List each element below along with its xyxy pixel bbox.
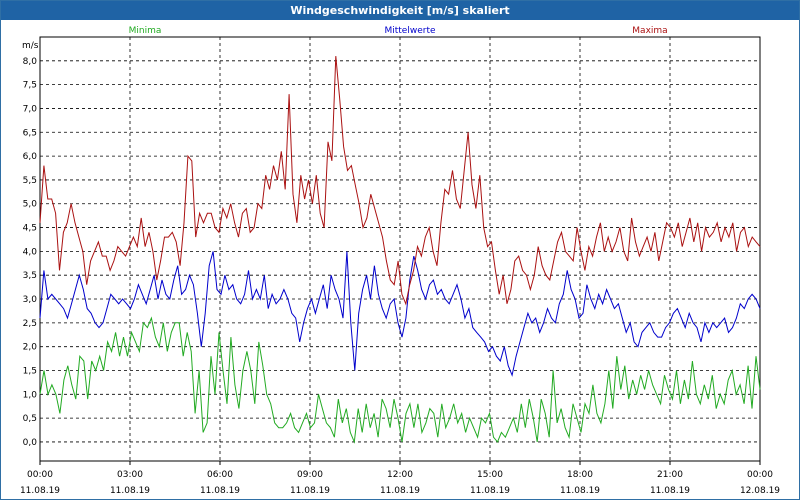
series-line-maxima (39, 56, 761, 306)
y-tick-label: 4,0 (23, 247, 38, 257)
y-tick-label: 7,5 (23, 81, 37, 91)
y-tick-label: 2,5 (23, 319, 37, 329)
x-tick-time: 12:00 (387, 470, 413, 480)
y-tick-label: 4,5 (23, 224, 37, 234)
series-lines (39, 56, 761, 444)
y-tick-label: 3,0 (23, 295, 38, 305)
x-tick-date: 12.08.19 (740, 486, 780, 496)
x-tick-time: 09:00 (297, 470, 323, 480)
x-tick-date: 11.08.19 (200, 486, 240, 496)
x-tick-date: 11.08.19 (110, 486, 150, 496)
y-tick-label: 2,0 (23, 343, 38, 353)
x-tick-time: 18:00 (567, 470, 593, 480)
chart-title: Windgeschwindigkeit [m/s] skaliert (1, 1, 799, 20)
x-tick-date: 11.08.19 (560, 486, 600, 496)
y-tick-label: 1,0 (23, 390, 38, 400)
x-axis-ticks: 00:00 11.08.19 03:00 11.08.19 06:00 11.08.19 0… (20, 461, 780, 496)
y-tick-label: 0,5 (23, 414, 37, 424)
y-tick-label: 1,5 (23, 366, 37, 376)
x-tick-date: 11.08.19 (380, 486, 420, 496)
x-tick-time: 06:00 (207, 470, 233, 480)
legend-entry-maxima: Maxima (632, 26, 667, 36)
y-tick-label: 8,0 (23, 57, 38, 67)
y-tick-label: 5,5 (23, 176, 37, 186)
x-tick-date: 11.08.19 (20, 486, 60, 496)
y-axis-label: m/s (22, 41, 39, 51)
legend-entry-mittelwerte: Mittelwerte (384, 26, 435, 36)
x-tick-time: 21:00 (657, 470, 683, 480)
x-tick-time: 03:00 (117, 470, 143, 480)
x-tick-time: 15:00 (477, 470, 503, 480)
y-tick-label: 3,5 (23, 271, 37, 281)
series-line-mittelwerte (39, 251, 761, 377)
y-tick-label: 7,0 (23, 104, 38, 114)
x-tick-date: 11.08.19 (290, 486, 330, 496)
x-tick-date: 11.08.19 (470, 486, 510, 496)
y-tick-label: 0,0 (23, 438, 38, 448)
x-tick-time: 00:00 (27, 470, 53, 480)
y-tick-label: 6,0 (23, 152, 38, 162)
x-tick-time: 00:00 (747, 470, 773, 480)
series-line-minima (39, 316, 761, 444)
x-tick-date: 11.08.19 (650, 486, 690, 496)
legend-entry-minima: Minima (129, 26, 162, 36)
y-tick-label: 6,5 (23, 128, 37, 138)
legend: Minima Mittelwerte Maxima (129, 26, 668, 36)
grid-lines (40, 37, 760, 461)
y-tick-label: 5,0 (23, 200, 38, 210)
y-axis-ticks: 0,0 0,5 1,0 1,5 2,0 2,5 3,0 3,5 4,0 4,5 5,0 5,5 6,0 6… (23, 57, 38, 448)
